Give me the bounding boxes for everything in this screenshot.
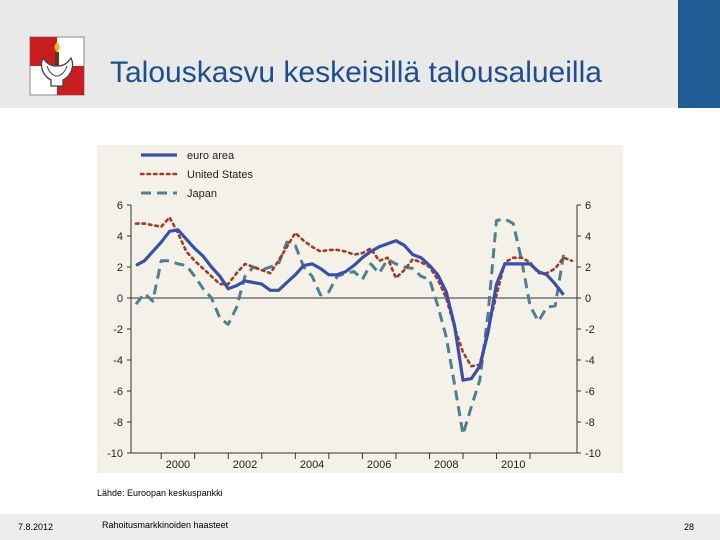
chart-legend: euro area United States Japan xyxy=(139,150,254,200)
page-number: 28 xyxy=(683,522,694,532)
legend-label: euro area xyxy=(187,150,235,162)
header-bar xyxy=(0,0,720,108)
y-tick-label-left: -8 xyxy=(113,417,123,429)
x-tick-label: 2004 xyxy=(300,459,324,471)
x-tick-label: 2010 xyxy=(501,459,525,471)
legend-label: Japan xyxy=(187,188,217,200)
chart-axes: 6 6 4 4 2 2 0 0 -2 -2 -4 -4 -6 -6 -8 -8 -10 -10 2000 2002 20… xyxy=(107,200,601,471)
chart-svg: 6 6 4 4 2 2 0 0 -2 -2 -4 -4 -6 -6 -8 -8 -10 -10 2000 2002 20… xyxy=(107,150,601,471)
series-line-united-states xyxy=(134,216,574,368)
y-tick-label-right: -2 xyxy=(585,324,595,336)
y-tick-label-left: -10 xyxy=(107,448,123,460)
legend-label: United States xyxy=(187,169,254,181)
y-tick-label-right: 0 xyxy=(585,293,591,305)
y-tick-label-left: -4 xyxy=(113,355,123,367)
page-title: Talouskasvu keskeisillä talousalueilla xyxy=(110,56,602,89)
y-tick-label-left: 6 xyxy=(117,200,123,212)
y-tick-label-left: 4 xyxy=(117,231,123,243)
footer-title: Rahoitusmarkkinoiden haasteet xyxy=(102,520,229,530)
y-tick-label-left: 0 xyxy=(117,293,123,305)
x-tick-label: 2008 xyxy=(434,459,458,471)
footer-bar: 7.8.2012 Rahoitusmarkkinoiden haasteet 2… xyxy=(0,514,720,540)
torch-crest-icon xyxy=(29,36,85,96)
gdp-growth-chart: 6 6 4 4 2 2 0 0 -2 -2 -4 -4 -6 -6 -8 -8 -10 -10 2000 2002 20… xyxy=(97,145,623,473)
y-tick-label-right: 2 xyxy=(585,262,591,274)
x-tick-label: 2000 xyxy=(166,459,190,471)
y-tick-label-right: -10 xyxy=(585,448,601,460)
series-line-euro-area xyxy=(135,228,565,382)
x-tick-label: 2002 xyxy=(233,459,257,471)
y-tick-label-right: 4 xyxy=(585,231,591,243)
y-tick-label-right: -6 xyxy=(585,386,595,398)
footer-date: 7.8.2012 xyxy=(18,522,54,532)
series-line-japan xyxy=(134,217,566,436)
y-tick-label-right: -4 xyxy=(585,355,595,367)
y-tick-label-right: 6 xyxy=(585,200,591,212)
y-tick-label-left: -6 xyxy=(113,386,123,398)
source-note: Lähde: Euroopan keskuspankki xyxy=(97,488,223,498)
y-tick-label-left: 2 xyxy=(117,262,123,274)
y-tick-label-left: -2 xyxy=(113,324,123,336)
chart-series xyxy=(134,216,574,436)
header-accent-bar xyxy=(678,0,720,108)
y-tick-label-right: -8 xyxy=(585,417,595,429)
x-tick-label: 2006 xyxy=(367,459,391,471)
